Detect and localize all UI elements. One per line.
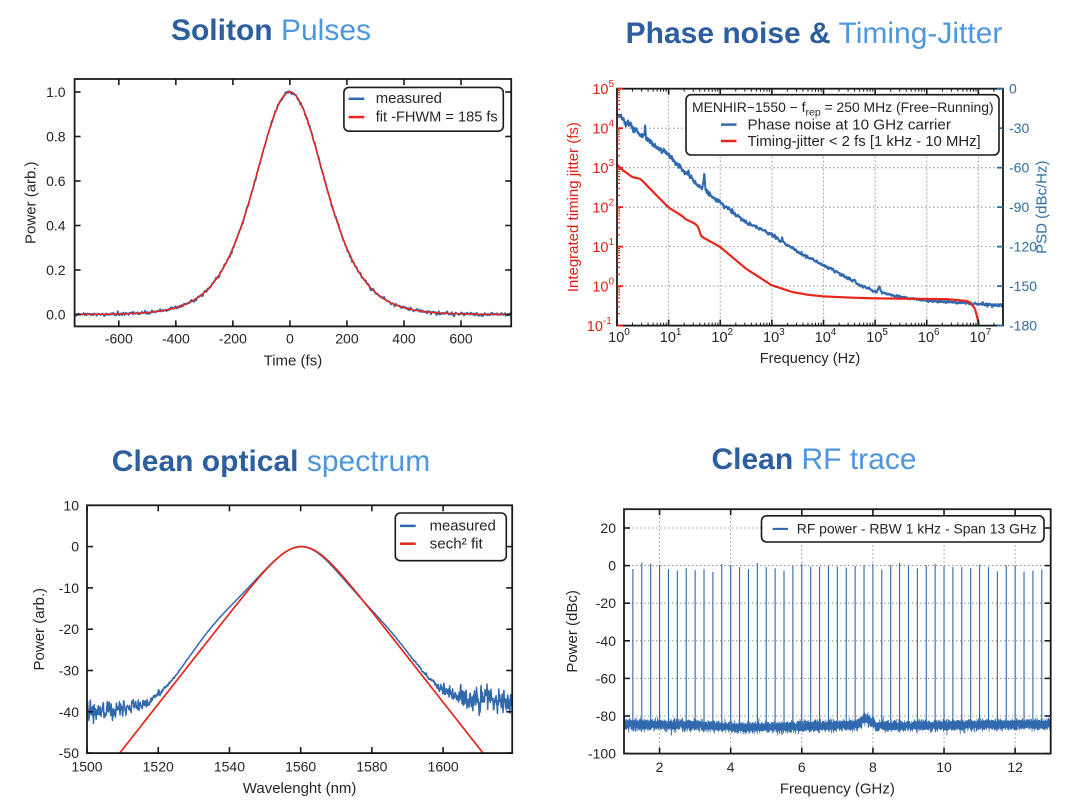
svg-text:Timing-jitter < 2 fs [1 kHz -: Timing-jitter < 2 fs [1 kHz - 10 MHz] <box>748 134 981 150</box>
svg-text:200: 200 <box>335 330 359 346</box>
svg-text:Wavelenght (nm): Wavelenght (nm) <box>243 780 357 797</box>
svg-text:12: 12 <box>1007 759 1023 775</box>
svg-text:-20: -20 <box>59 621 79 637</box>
svg-text:600: 600 <box>449 330 473 346</box>
svg-text:0: 0 <box>1009 81 1017 97</box>
svg-text:Time (fs): Time (fs) <box>264 353 323 370</box>
svg-text:-30: -30 <box>59 663 79 679</box>
svg-text:-600: -600 <box>105 330 133 346</box>
svg-text:Frequency (GHz): Frequency (GHz) <box>780 780 895 797</box>
svg-text:1600: 1600 <box>428 759 459 775</box>
svg-text:-40: -40 <box>596 633 616 649</box>
svg-text:sech² fit: sech² fit <box>430 535 484 552</box>
svg-text:fit -FHWM = 185 fs: fit -FHWM = 185 fs <box>376 109 498 125</box>
svg-text:measured: measured <box>376 91 442 107</box>
svg-text:-180: -180 <box>1009 318 1037 334</box>
svg-text:-60: -60 <box>1009 160 1029 176</box>
svg-text:-10: -10 <box>59 580 79 596</box>
svg-text:2: 2 <box>656 759 664 775</box>
svg-text:MENHIR−1550 − frep = 250 MHz (: MENHIR−1550 − frep = 250 MHz (Free−Runni… <box>692 99 994 119</box>
svg-text:PSD (dBc/Hz): PSD (dBc/Hz) <box>1034 160 1051 253</box>
svg-text:Power (dBc): Power (dBc) <box>564 590 581 673</box>
svg-text:Integrated timing jitter (fs): Integrated timing jitter (fs) <box>565 122 582 292</box>
svg-text:measured: measured <box>430 519 496 535</box>
svg-text:Power (arb.): Power (arb.) <box>23 161 40 244</box>
svg-text:-40: -40 <box>59 704 79 720</box>
svg-text:Phase noise at 10 GHz carrier: Phase noise at 10 GHz carrier <box>748 116 951 133</box>
svg-text:0.6: 0.6 <box>46 173 66 189</box>
svg-text:104: 104 <box>815 327 837 346</box>
svg-text:103: 103 <box>763 327 785 346</box>
svg-text:0.4: 0.4 <box>46 218 66 234</box>
svg-text:-20: -20 <box>596 595 616 611</box>
svg-text:-400: -400 <box>162 330 190 346</box>
svg-text:-100: -100 <box>588 746 616 762</box>
svg-text:104: 104 <box>592 119 614 138</box>
svg-text:100: 100 <box>592 277 614 296</box>
svg-text:RF power - RBW 1 kHz - Span 13: RF power - RBW 1 kHz - Span 13 GHz <box>797 521 1037 537</box>
svg-text:1560: 1560 <box>285 759 316 775</box>
svg-text:0.2: 0.2 <box>46 262 66 278</box>
svg-text:10: 10 <box>63 497 79 513</box>
svg-text:103: 103 <box>592 158 614 177</box>
svg-text:107: 107 <box>970 327 992 346</box>
svg-text:10: 10 <box>936 759 952 775</box>
svg-text:1520: 1520 <box>143 759 174 775</box>
svg-text:101: 101 <box>592 237 614 256</box>
svg-text:101: 101 <box>660 327 682 346</box>
svg-text:400: 400 <box>392 330 416 346</box>
svg-text:1540: 1540 <box>214 759 245 775</box>
svg-text:105: 105 <box>592 79 614 98</box>
svg-text:6: 6 <box>798 759 806 775</box>
svg-text:0: 0 <box>286 330 294 346</box>
svg-text:Frequency (Hz): Frequency (Hz) <box>760 351 861 367</box>
svg-text:105: 105 <box>866 327 888 346</box>
svg-text:0.0: 0.0 <box>46 307 66 323</box>
svg-text:1.0: 1.0 <box>46 84 66 100</box>
svg-text:100: 100 <box>608 327 630 346</box>
svg-text:106: 106 <box>918 327 940 346</box>
svg-text:4: 4 <box>727 759 735 775</box>
svg-text:-30: -30 <box>1009 120 1029 136</box>
svg-text:-50: -50 <box>59 745 79 761</box>
svg-text:0: 0 <box>71 539 79 555</box>
svg-text:8: 8 <box>869 759 877 775</box>
svg-text:-80: -80 <box>596 708 616 724</box>
svg-text:Power (arb.): Power (arb.) <box>31 588 48 671</box>
svg-text:102: 102 <box>711 327 733 346</box>
svg-text:-90: -90 <box>1009 199 1029 215</box>
svg-text:1580: 1580 <box>356 759 387 775</box>
svg-text:0.8: 0.8 <box>46 128 66 144</box>
svg-text:20: 20 <box>600 520 616 536</box>
svg-text:-200: -200 <box>219 330 247 346</box>
svg-text:-60: -60 <box>596 670 616 686</box>
svg-text:-120: -120 <box>1009 239 1037 255</box>
svg-text:1500: 1500 <box>71 759 102 775</box>
svg-text:-150: -150 <box>1009 278 1037 294</box>
svg-text:102: 102 <box>592 198 614 217</box>
svg-text:0: 0 <box>608 558 616 574</box>
